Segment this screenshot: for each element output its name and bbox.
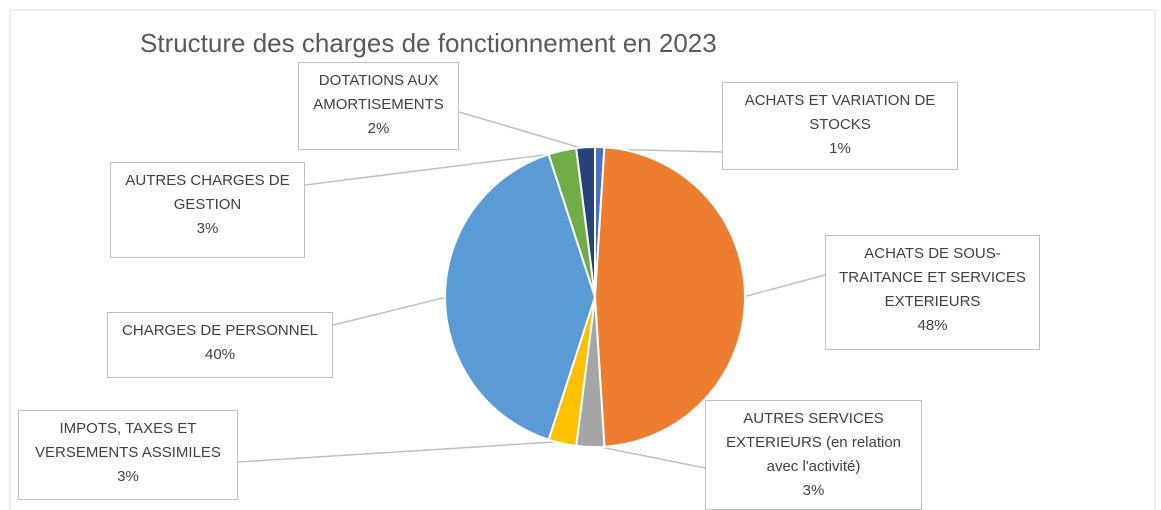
leader-line [332, 296, 448, 326]
category-label: IMPOTS, TAXES ET VERSEMENTS ASSIMILES [35, 420, 221, 461]
leader-line [458, 111, 586, 151]
pie-slice [575, 145, 596, 298]
category-label: CHARGES DE PERSONNEL [122, 322, 318, 339]
leader-line [742, 274, 826, 298]
leader-line [237, 440, 563, 463]
leader-lines [237, 111, 826, 469]
data-label-box: CHARGES DE PERSONNEL 40% [107, 312, 333, 378]
data-label-box: IMPOTS, TAXES ET VERSEMENTS ASSIMILES 3% [18, 410, 238, 500]
value-label: 2% [367, 120, 390, 137]
value-label: 48% [917, 317, 948, 334]
value-label: 40% [204, 346, 236, 363]
value-label: 1% [829, 140, 851, 157]
pie-slice [444, 153, 597, 441]
category-label: ACHATS DE SOUS-TRAITANCE ET SERVICES EXT… [839, 245, 1026, 310]
category-label: AUTRES SERVICES EXTERIEURS (en relation … [725, 410, 902, 475]
value-label: 3% [802, 482, 825, 499]
value-label: 3% [196, 220, 219, 237]
data-label-box: AUTRES SERVICES EXTERIEURS (en relation … [705, 400, 922, 510]
data-label-box: ACHATS DE SOUS-TRAITANCE ET SERVICES EXT… [825, 235, 1040, 350]
data-label-box: ACHATS ET VARIATION DE STOCKS 1% [722, 82, 958, 170]
pie-slice [593, 146, 746, 448]
leader-line [590, 444, 706, 469]
value-label: 3% [117, 468, 139, 485]
category-label: AUTRES CHARGES DE GESTION [125, 172, 290, 213]
category-label: DOTATIONS AUX AMORTISEMENTS [313, 72, 444, 113]
category-label: ACHATS ET VARIATION DE STOCKS [744, 92, 936, 133]
chart-border [9, 9, 1156, 510]
data-label-box: AUTRES CHARGES DE GESTION 3% [110, 162, 305, 258]
leader-line [304, 151, 563, 186]
data-label-box: DOTATIONS AUX AMORTISEMENTS 2% [298, 62, 459, 150]
chart-title: Structure des charges de fonctionnement … [140, 28, 717, 58]
